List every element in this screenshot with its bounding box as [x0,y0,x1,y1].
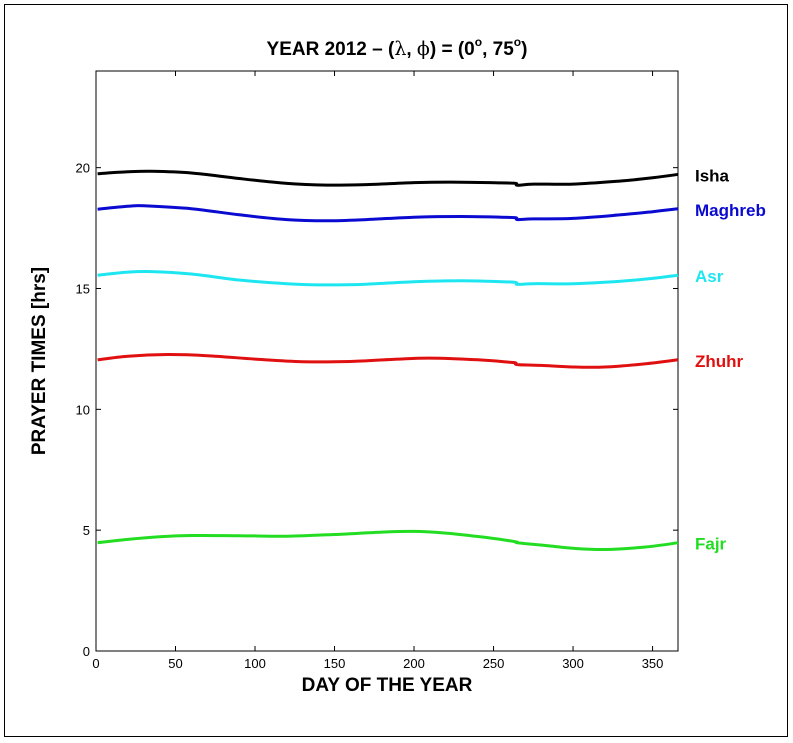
series-label-fajr: Fajr [695,535,727,554]
series-label-zhuhr: Zhuhr [695,352,744,371]
title-sep: , 75 [482,39,514,60]
title-degree-1: o [475,35,482,49]
series-label-asr: Asr [695,267,724,286]
series-label-maghreb: Maghreb [695,201,766,220]
series-label-isha: Isha [695,166,730,185]
x-tick-label: 100 [244,656,266,671]
series-line-isha [97,169,679,187]
series-labels: Isha Maghreb Asr Zhuhr Fajr [695,166,766,553]
x-axis-label: DAY OF THE YEAR [302,675,473,696]
figure-frame: YEAR 2012 – (λ, ϕ) = (0o, 75o) 0 50 100 150… [4,4,788,737]
title-mid: ) = (0 [430,39,475,60]
title-suffix: ) [521,39,527,60]
x-tick-label: 50 [168,656,182,671]
x-tick-label: 300 [562,656,584,671]
y-tick-label: 20 [76,161,90,176]
chart-title: YEAR 2012 – (λ, ϕ) = (0o, 75o) [267,35,528,60]
y-axis-label: PRAYER TIMES [hrs] [29,267,50,455]
x-tick-label: 200 [403,656,425,671]
y-tick-label: 5 [83,523,90,538]
y-tick-label: 10 [76,402,90,417]
title-phi: ϕ [417,38,430,60]
axis-ticks: 0 50 100 150 200 250 300 350 0 5 10 15 20 [76,71,678,671]
series-lines [97,169,679,552]
series-line-zhuhr [97,352,679,369]
y-tick-label: 15 [76,282,90,297]
prayer-times-chart: YEAR 2012 – (λ, ϕ) = (0o, 75o) 0 50 100 150… [29,35,766,696]
x-tick-label: 0 [92,656,99,671]
x-tick-label: 250 [483,656,505,671]
title-comma: , [406,39,417,60]
title-degree-2: o [514,35,521,49]
title-lambda: λ [394,38,406,60]
series-line-fajr [97,529,679,552]
y-tick-label: 0 [83,644,90,659]
title-prefix: YEAR 2012 – ( [267,39,395,60]
series-line-maghreb [97,204,679,223]
series-line-asr [97,269,679,287]
x-tick-label: 350 [642,656,664,671]
x-tick-label: 150 [324,656,346,671]
